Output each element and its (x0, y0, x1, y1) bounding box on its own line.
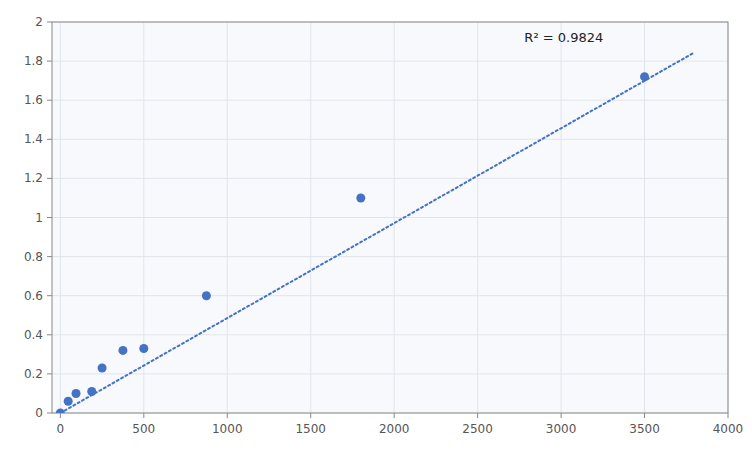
x-tick-label: 4000 (713, 422, 744, 436)
y-tick-label: 1 (35, 211, 43, 225)
y-tick-label: 1.4 (24, 132, 43, 146)
grid-line-y (52, 217, 728, 218)
y-tick-label: 1.8 (24, 54, 43, 68)
x-tick (644, 413, 645, 418)
annotation: R² = 0.9824 (524, 30, 603, 45)
x-tick (310, 413, 311, 418)
plot-frame (52, 22, 728, 413)
grid-line-y (52, 61, 728, 62)
x-tick (477, 413, 478, 418)
y-tick (47, 256, 52, 257)
scatter-point (139, 344, 148, 353)
y-tick (47, 295, 52, 296)
x-tick-label: 2500 (462, 422, 493, 436)
grid-line-y (52, 256, 728, 257)
scatter-point (64, 397, 73, 406)
y-tick-label: 0.2 (24, 367, 43, 381)
x-tick (561, 413, 562, 418)
x-tick (143, 413, 144, 418)
y-tick (47, 22, 52, 23)
chart: 0 500 1000 1500 2000 2500 3000 3500 4000 0 0.2 0.4 0… (0, 0, 752, 451)
y-tick-label: 0.6 (24, 289, 43, 303)
y-tick-label: 2 (35, 15, 43, 29)
x-tick-label: 1000 (212, 422, 243, 436)
y-tick-label: 0.4 (24, 328, 43, 342)
x-tick (394, 413, 395, 418)
y-tick-label: 1.6 (24, 93, 43, 107)
data-layer (56, 52, 695, 413)
y-tick (47, 373, 52, 374)
y-tick (47, 100, 52, 101)
trend-line (60, 52, 694, 413)
x-tick-label: 500 (132, 422, 155, 436)
x-tick (728, 413, 729, 418)
y-tick (47, 61, 52, 62)
scatter-point (56, 409, 65, 414)
y-tick (47, 139, 52, 140)
grid-line-y (52, 178, 728, 179)
grid (52, 22, 728, 413)
scatter-point (118, 346, 127, 355)
grid-line-y (52, 373, 728, 374)
scatter-point (640, 72, 649, 81)
grid-line-y (52, 100, 728, 101)
y-tick-label: 0 (35, 406, 43, 420)
x-tick-label: 0 (57, 422, 65, 436)
scatter-point (202, 291, 211, 300)
x-tick-label: 2000 (379, 422, 410, 436)
y-tick (47, 217, 52, 218)
scatter-point (72, 389, 81, 398)
scatter-point (356, 193, 365, 202)
grid-line-y (52, 334, 728, 335)
scatter-point (98, 364, 107, 373)
x-tick (227, 413, 228, 418)
y-tick-label: 0.8 (24, 250, 43, 264)
y-tick (47, 413, 52, 414)
plot-area (52, 22, 728, 413)
grid-line-y (52, 139, 728, 140)
x-tick-label: 1500 (295, 422, 326, 436)
x-tick-label: 3000 (546, 422, 577, 436)
grid-line-y (52, 295, 728, 296)
scatter-point (87, 387, 96, 396)
y-tick (47, 178, 52, 179)
x-tick-label: 3500 (629, 422, 660, 436)
y-tick-label: 1.2 (24, 171, 43, 185)
y-tick (47, 334, 52, 335)
x-tick (60, 413, 61, 418)
